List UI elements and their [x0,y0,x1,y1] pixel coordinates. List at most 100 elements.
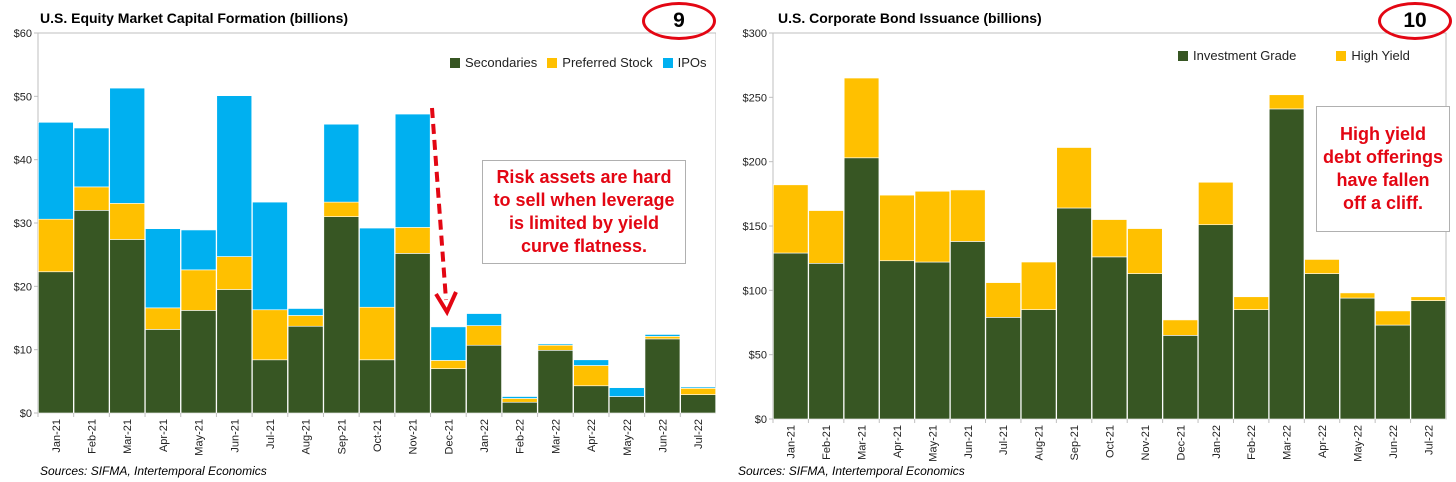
bar-segment-secondaries [430,368,467,414]
bar-segment-preferred-stock [73,186,110,211]
bar-segment-high-yield [773,184,809,254]
y-tick-label: $0 [20,408,32,420]
bar-segment-preferred-stock [573,365,609,387]
chart-legend: Investment Grade High Yield [1168,48,1410,63]
x-tick-label: Apr-22 [1317,425,1329,458]
bar-segment-secondaries [252,359,288,414]
legend-label: IPOs [677,55,707,70]
bar-segment-secondaries [73,210,110,414]
chart-number-badge: 9 [642,2,716,40]
bar-segment-investment-grade [1056,207,1092,420]
chart-title: U.S. Corporate Bond Issuance (billions) [778,10,1042,26]
x-tick-label: Jan-22 [1211,425,1223,459]
bar-segment-high-yield [1268,94,1305,110]
bar-segment-secondaries [537,349,574,414]
bar-segment-investment-grade [1021,309,1057,420]
bar-segment-secondaries [38,271,74,414]
bar-segment-high-yield [1162,319,1198,336]
y-tick-label: $300 [743,28,767,40]
dashed-arrow-shaft [430,107,448,301]
bar-segment-secondaries [359,359,395,414]
bar-segment-ipos [38,122,74,220]
x-tick-label: Dec-21 [443,419,455,454]
bar-segment-secondaries [573,385,609,414]
x-tick-label: Jul-22 [693,419,705,449]
legend-swatch [1336,50,1347,61]
bar-segment-ipos [501,396,538,399]
y-tick-label: $200 [743,157,767,169]
x-tick-label: Apr-21 [158,419,170,452]
x-tick-label: Jun-21 [963,425,975,459]
y-tick-label: $250 [743,92,767,104]
bar-segment-preferred-stock [466,325,502,346]
annotation-textbox: Risk assets are hard to sell when levera… [482,160,686,264]
bar-segment-secondaries [466,344,502,414]
legend-item-preferred: Preferred Stock [547,55,653,70]
bar-segment-preferred-stock [252,309,288,361]
x-tick-label: Nov-21 [408,419,420,454]
x-tick-label: Mar-22 [550,419,562,454]
annotation-textbox: High yield debt offerings have fallen of… [1316,106,1450,232]
legend-item-investment-grade: Investment Grade [1178,48,1296,63]
bar-segment-high-yield [1375,310,1411,326]
y-tick-label: $30 [14,218,32,230]
bar-segment-preferred-stock [323,201,360,217]
bar-segment-ipos [109,87,145,204]
bar-segment-preferred-stock [394,227,431,254]
x-tick-label: Aug-21 [1034,425,1046,460]
equity-chart: $0 $10 $20 $30 $40 $50 $60 Jan-21 Feb-21 Mar-21 Ap… [14,28,716,456]
bar-segment-high-yield [1056,147,1092,209]
bar-segment-investment-grade [1339,297,1376,420]
bar-segment-high-yield [1127,228,1163,274]
bar-segment-ipos [573,359,609,366]
bar-segment-investment-grade [773,252,809,420]
x-tick-label: Jul-22 [1423,425,1435,455]
x-tick-label: Feb-22 [515,419,527,454]
x-tick-label: Jan-21 [51,419,63,453]
x-tick-label: Nov-21 [1140,425,1152,460]
bar-segment-preferred-stock [287,315,324,327]
bar-segment-high-yield [1021,261,1057,310]
bar-segment-secondaries [180,310,217,414]
bar-segment-secondaries [644,338,681,414]
bar-segment-preferred-stock [430,360,467,369]
legend-label: Investment Grade [1193,48,1297,63]
x-tick-label: Mar-21 [857,425,869,460]
bar-segment-ipos [145,228,181,309]
source-note: Sources: SIFMA, Intertemporal Economics [738,464,965,478]
legend-swatch [450,57,460,68]
legend-item-secondaries: Secondaries [450,55,537,70]
legend-item-high-yield: High Yield [1336,48,1410,63]
y-tick-label: $0 [755,414,767,426]
bar-segment-investment-grade [1127,273,1163,420]
y-tick-label: $100 [743,285,767,297]
bar-segment-preferred-stock [501,398,538,403]
bar-segment-high-yield [808,210,844,264]
x-tick-label: Apr-22 [586,419,598,452]
arrow-head-icon [434,291,458,317]
bar-segment-investment-grade [1268,108,1305,420]
bar-segment-ipos [430,326,467,361]
bar-segment-secondaries [394,253,431,414]
bar-segment-ipos [73,127,110,188]
bar-segment-ipos [537,343,574,346]
bar-segment-secondaries [323,216,360,414]
x-tick-label: Aug-21 [301,419,313,454]
y-tick-label: $20 [14,281,32,293]
bar-segment-high-yield [1091,219,1128,258]
bar-segment-ipos [323,123,360,203]
bar-segment-investment-grade [914,261,951,420]
legend-label: High Yield [1351,48,1410,63]
x-tick-label: Feb-21 [87,419,99,454]
bond-chart-panel: $0 $50 $100 $150 $200 $250 $300 Jan-21 Feb-21 Mar… [728,0,1456,482]
legend-swatch [547,57,558,68]
x-tick-label: Oct-21 [372,419,384,452]
bar-segment-secondaries [680,394,716,414]
bar-segment-investment-grade [843,157,880,420]
bar-segment-secondaries [145,329,181,414]
x-tick-label: Feb-21 [821,425,833,460]
bar-segment-high-yield [1233,296,1269,310]
bar-segment-preferred-stock [644,336,681,340]
bar-segment-investment-grade [1375,324,1411,420]
legend-swatch [1178,50,1188,61]
